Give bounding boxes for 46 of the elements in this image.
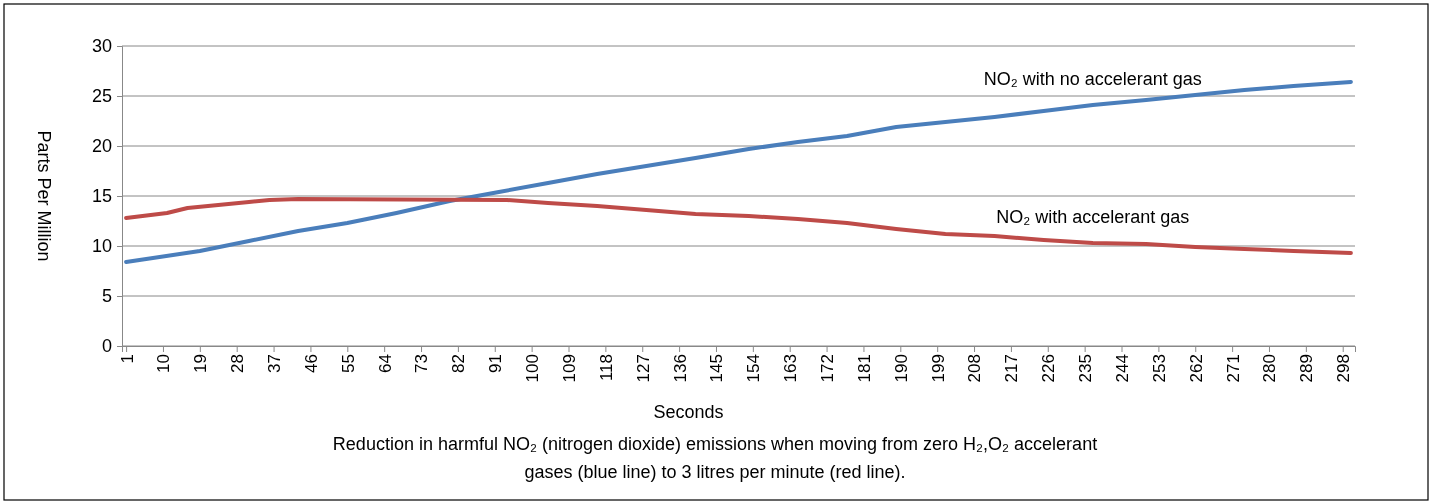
y-axis-title: Parts Per Million bbox=[34, 130, 54, 262]
x-tick-label: 154 bbox=[744, 354, 764, 383]
x-tick-label: 55 bbox=[338, 354, 358, 373]
x-axis-title: Seconds bbox=[653, 402, 724, 422]
x-tick-label: 73 bbox=[412, 354, 432, 373]
x-tick-label: 46 bbox=[301, 354, 321, 373]
series-label: NO₂ with accelerant gas bbox=[996, 207, 1190, 227]
x-tick-label: 262 bbox=[1186, 354, 1206, 383]
y-tick-label: 15 bbox=[91, 186, 112, 207]
x-tick-label: 145 bbox=[707, 354, 727, 383]
x-tick-label: 163 bbox=[781, 354, 801, 383]
x-tick-label: 64 bbox=[375, 354, 395, 373]
series-label: NO₂ with no accelerant gas bbox=[983, 69, 1202, 89]
y-tick-label: 10 bbox=[91, 236, 112, 257]
x-tick-label: 37 bbox=[265, 354, 285, 373]
y-tick-label: 0 bbox=[101, 336, 112, 357]
x-tick-label: 28 bbox=[228, 354, 248, 373]
x-tick-label: 172 bbox=[818, 354, 838, 383]
y-tick-label: 30 bbox=[91, 36, 112, 57]
x-tick-label: 19 bbox=[191, 354, 211, 373]
y-tick-label: 5 bbox=[101, 286, 112, 307]
x-tick-label: 190 bbox=[891, 354, 911, 383]
y-tick-label: 20 bbox=[91, 136, 112, 157]
x-tick-label: 136 bbox=[670, 354, 690, 383]
x-tick-label: 208 bbox=[965, 354, 985, 383]
x-tick-label: 82 bbox=[449, 354, 469, 373]
x-tick-label: 199 bbox=[928, 354, 948, 383]
x-tick-label: 118 bbox=[596, 354, 616, 382]
x-tick-label: 289 bbox=[1297, 354, 1317, 383]
x-tick-label: 280 bbox=[1260, 354, 1280, 383]
x-tick-label: 127 bbox=[633, 354, 653, 383]
x-tick-label: 91 bbox=[486, 354, 506, 373]
x-tick-label: 226 bbox=[1039, 354, 1059, 383]
x-tick-label: 298 bbox=[1334, 354, 1354, 383]
x-tick-label: 109 bbox=[559, 354, 579, 383]
x-tick-label: 10 bbox=[154, 354, 174, 373]
x-tick-label: 253 bbox=[1149, 354, 1169, 383]
x-tick-label: 1 bbox=[117, 354, 137, 364]
text: Reduction in harmful NO₂ (nitrogen dioxide) emissions when moving from zero H₂,O₂ accelerant gases (blue line) to 3 litres per minute (red line). bbox=[332, 434, 1098, 482]
x-tick-label: 181 bbox=[854, 354, 874, 383]
x-tick-label: 217 bbox=[1002, 354, 1022, 383]
x-tick-label: 100 bbox=[523, 354, 543, 383]
x-tick-label: 235 bbox=[1076, 354, 1096, 383]
y-tick-label: 25 bbox=[91, 86, 112, 107]
x-tick-label: 271 bbox=[1223, 354, 1243, 383]
x-tick-label: 244 bbox=[1112, 354, 1132, 383]
